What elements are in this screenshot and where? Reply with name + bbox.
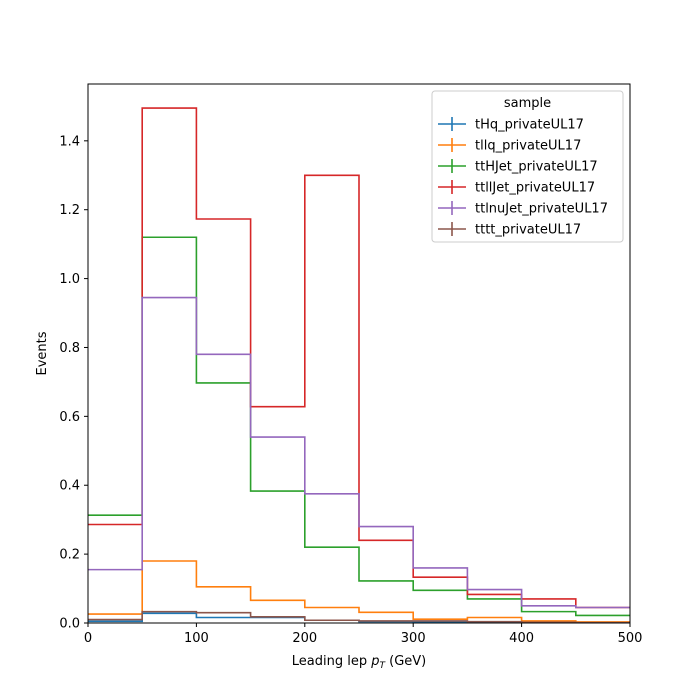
x-tick-label: 400: [509, 631, 534, 646]
x-tick-label: 300: [401, 631, 426, 646]
x-axis: 0 100 200 300 400 500: [84, 623, 643, 646]
x-axis-label: Leading lep pT (GeV): [292, 654, 426, 671]
legend-label: tHq_privateUL17: [475, 118, 584, 133]
legend-entry: tllq_privateUL17: [438, 138, 581, 154]
x-tick-label: 0: [84, 631, 92, 646]
series-line-1: [88, 560, 630, 623]
legend-label: tttt_privateUL17: [475, 223, 581, 238]
legend-label: ttHJet_privateUL17: [475, 160, 598, 175]
legend-entry: ttllJet_privateUL17: [438, 180, 595, 196]
series-layer: [88, 107, 630, 624]
x-tick-label: 200: [292, 631, 317, 646]
y-tick-label: 0.6: [59, 410, 80, 425]
y-tick-label: 0.0: [59, 617, 80, 632]
y-tick-label: 1.0: [59, 272, 80, 287]
axes-frame: [87, 83, 631, 624]
legend-title: sample: [504, 96, 551, 111]
series-line-5: [88, 610, 630, 624]
y-axis: 0.0 0.2 0.4 0.6 0.8 1.0 1.2 1.4: [59, 134, 88, 632]
legend-entry: ttHJet_privateUL17: [438, 159, 598, 175]
y-tick-label: 0.4: [59, 479, 80, 494]
legend-frame: [431, 90, 624, 243]
legend-entry: tttt_privateUL17: [438, 222, 581, 238]
series-line-4: [88, 296, 630, 609]
legend: sample tHq_privateUL17 tllq_privateUL17tt…: [431, 90, 624, 243]
x-tick-label: 500: [618, 631, 643, 646]
legend-label: tllq_privateUL17: [475, 139, 581, 154]
x-tick-label: 100: [184, 631, 209, 646]
y-tick-label: 0.8: [59, 341, 80, 356]
legend-label: ttlnuJet_privateUL17: [475, 202, 608, 217]
y-axis-label: Events: [35, 331, 50, 375]
legend-label: ttllJet_privateUL17: [475, 181, 595, 196]
legend-entry: tHq_privateUL17: [438, 117, 584, 133]
legend-entries: tHq_privateUL17 tllq_privateUL17 ttHJet_pr…: [438, 117, 608, 238]
y-tick-label: 1.4: [59, 134, 80, 149]
y-tick-label: 1.2: [59, 203, 80, 218]
y-tick-label: 0.2: [59, 548, 80, 563]
legend-entry: ttlnuJet_privateUL17: [438, 201, 608, 217]
series-line-2: [88, 236, 630, 617]
